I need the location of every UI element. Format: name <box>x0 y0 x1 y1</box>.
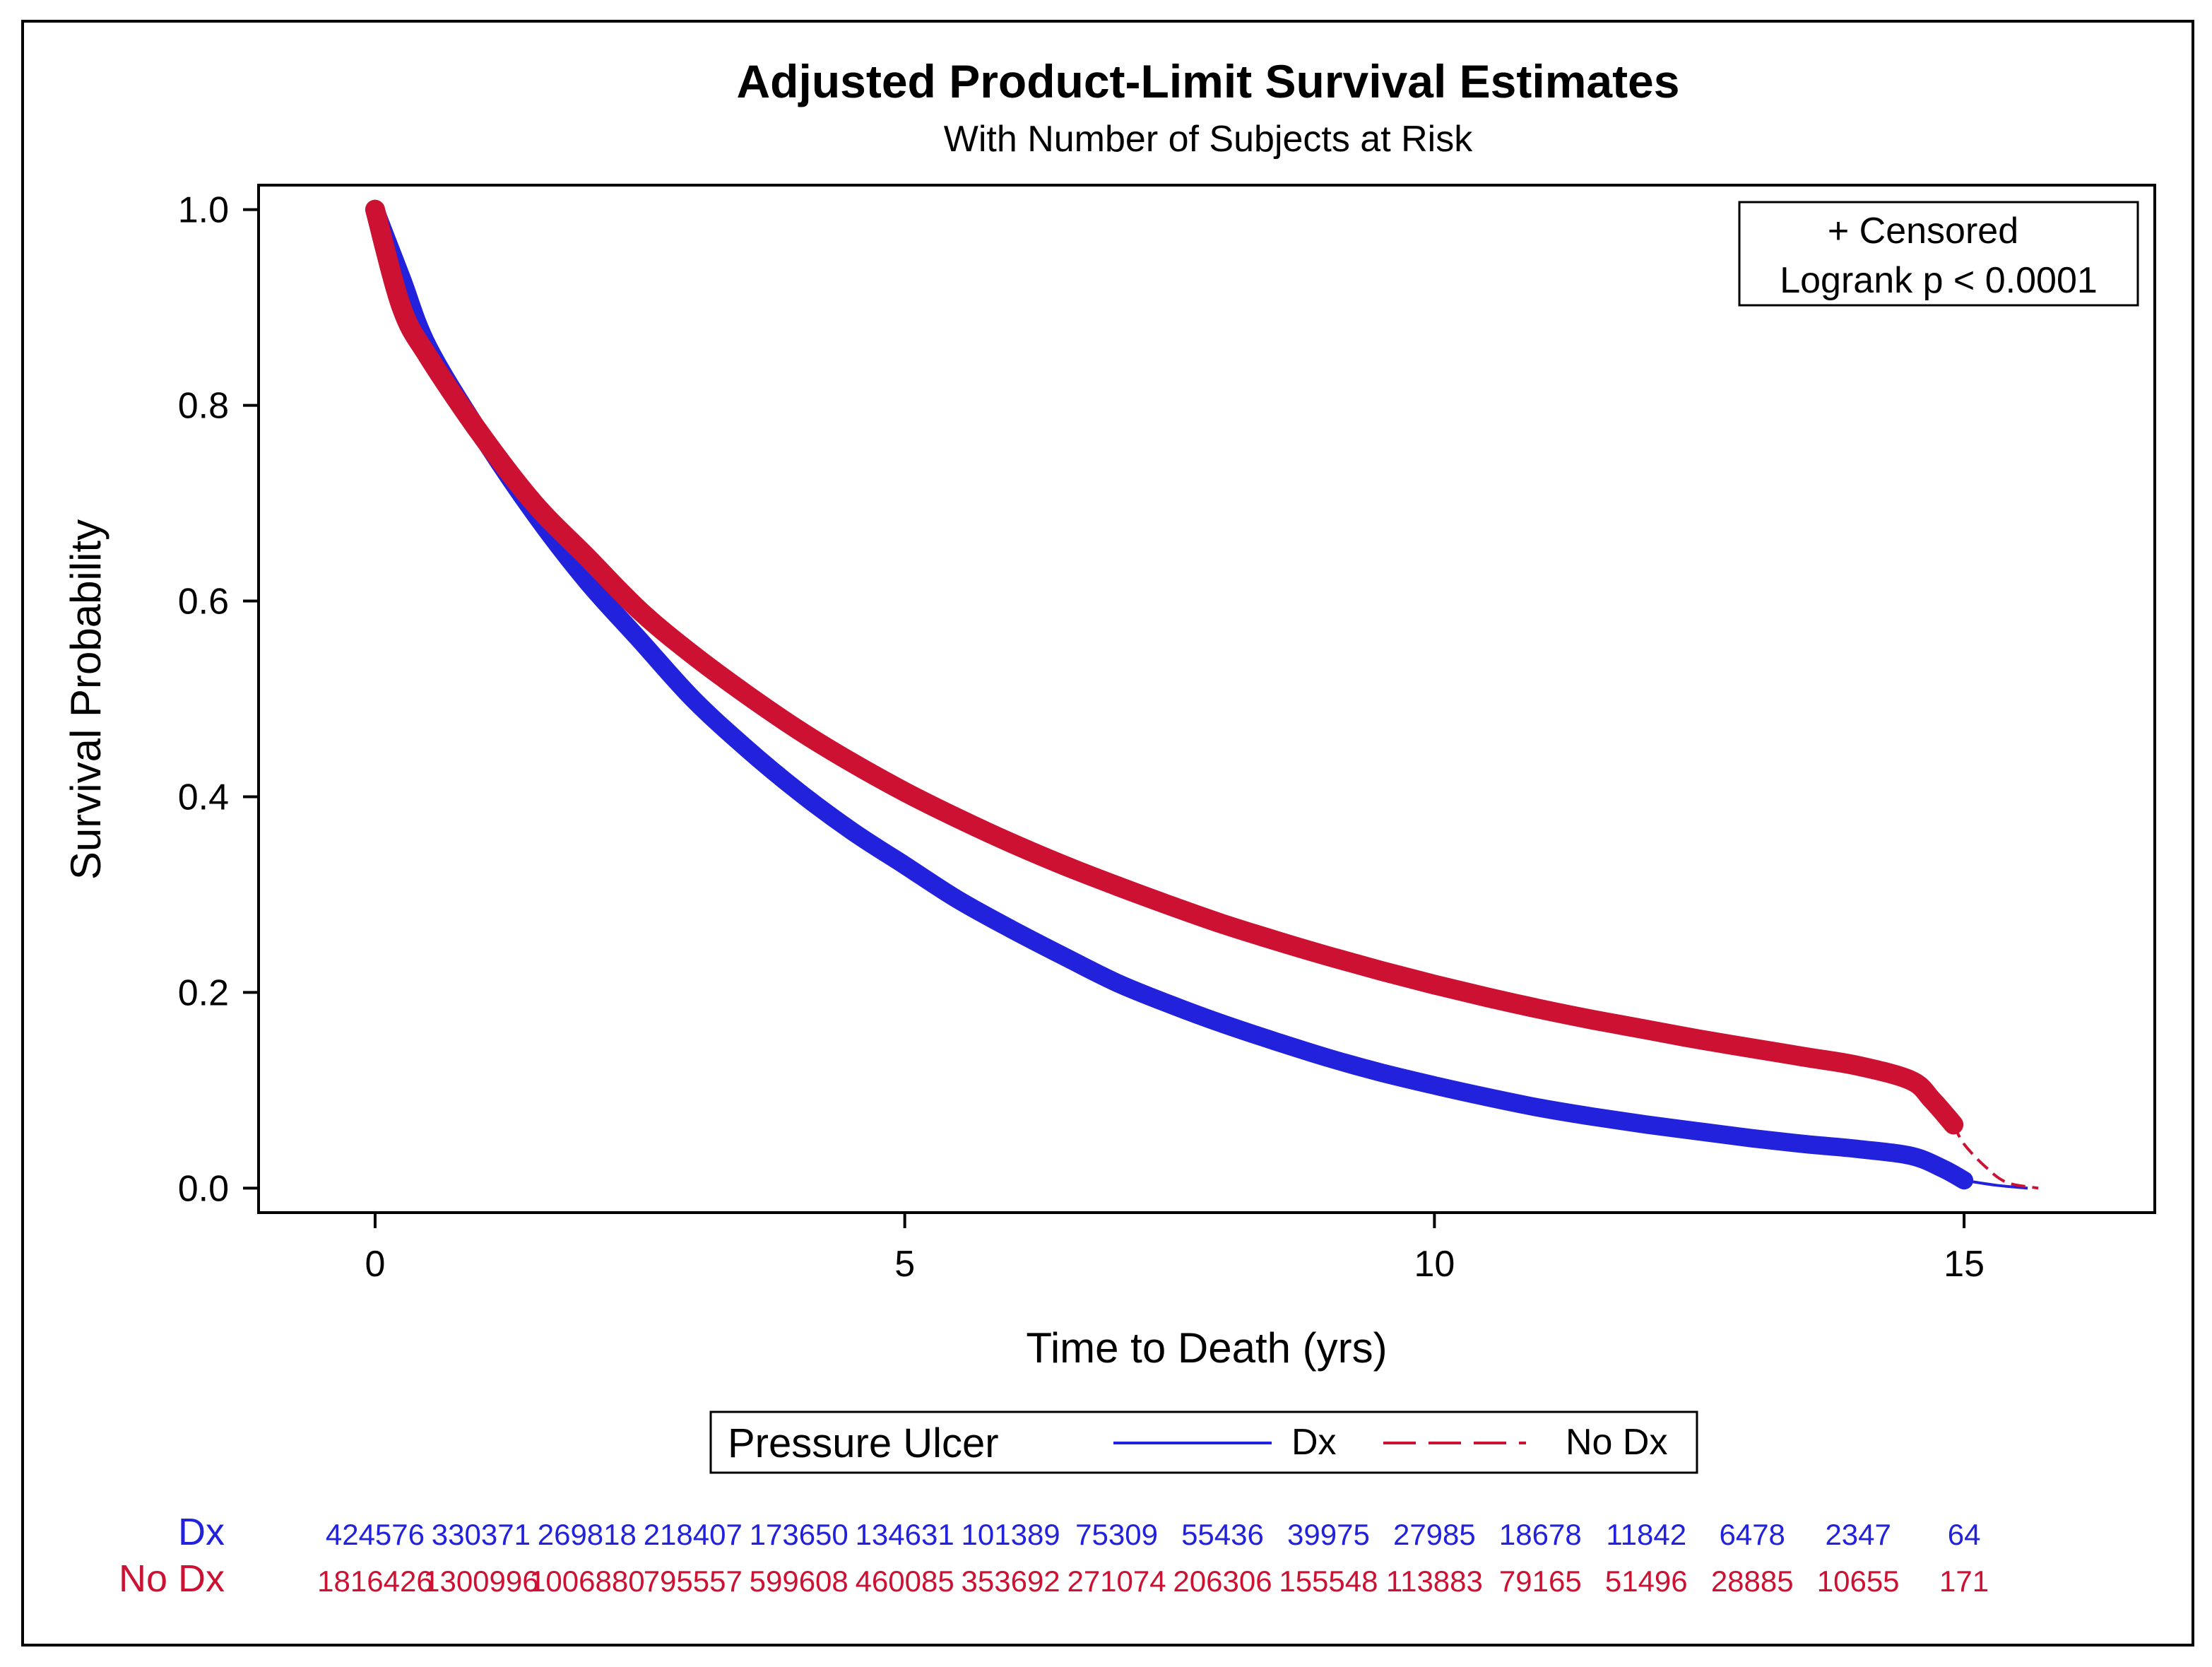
series-no-dx-line <box>365 199 1964 1135</box>
at-risk-value: 10655 <box>1817 1565 1900 1598</box>
x-tick-label: 0 <box>365 1244 385 1285</box>
at-risk-value: 113883 <box>1386 1565 1483 1598</box>
at-risk-value: 218407 <box>644 1518 743 1551</box>
at-risk-value: 39975 <box>1287 1518 1370 1551</box>
at-risk-value: 173650 <box>750 1518 848 1551</box>
inset-logrank: Logrank p < 0.0001 <box>1780 260 2098 301</box>
at-risk-value: 795557 <box>644 1565 743 1598</box>
at-risk-value: 27985 <box>1393 1518 1476 1551</box>
x-tick-label: 10 <box>1414 1244 1455 1285</box>
at-risk-value: 51496 <box>1605 1565 1688 1598</box>
y-tick-label: 0.8 <box>178 386 229 427</box>
y-axis: 0.0 0.2 0.4 0.6 0.8 1.0 <box>178 190 259 1209</box>
at-risk-value: 424576 <box>326 1518 425 1551</box>
at-risk-value: 1300996 <box>423 1565 539 1598</box>
x-axis: 0 5 10 15 <box>365 1213 1985 1285</box>
at-risk-row-label: No Dx <box>119 1557 225 1600</box>
y-axis-label: Survival Probability <box>62 519 110 880</box>
at-risk-value: 75309 <box>1075 1518 1158 1551</box>
at-risk-value: 6478 <box>1719 1518 1785 1551</box>
at-risk-value: 64 <box>1948 1518 1981 1551</box>
at-risk-value: 79165 <box>1499 1565 1582 1598</box>
chart-title: Adjusted Product-Limit Survival Estimate… <box>737 55 1680 107</box>
at-risk-value: 1006880 <box>529 1565 645 1598</box>
at-risk-value: 599608 <box>750 1565 848 1598</box>
at-risk-value: 155548 <box>1279 1565 1378 1598</box>
at-risk-row-label: Dx <box>178 1511 225 1553</box>
x-tick-label: 15 <box>1944 1244 1985 1285</box>
series-layer <box>365 199 2039 1190</box>
series-dx-tail <box>1963 1179 2028 1190</box>
chart-subtitle: With Number of Subjects at Risk <box>944 119 1473 160</box>
at-risk-value: 269818 <box>538 1518 637 1551</box>
x-tick-label: 5 <box>894 1244 915 1285</box>
at-risk-value: 460085 <box>856 1565 954 1598</box>
inset-frame <box>1738 201 2139 307</box>
legend-nodx-label: No Dx <box>1566 1422 1667 1463</box>
series-no-dx-tail <box>1952 1124 2039 1190</box>
y-tick-label: 0.6 <box>178 582 229 623</box>
legend-frame <box>709 1410 1698 1474</box>
at-risk-value: 18678 <box>1499 1518 1582 1551</box>
at-risk-value: 271074 <box>1067 1565 1166 1598</box>
y-tick-label: 0.2 <box>178 972 229 1013</box>
y-tick-label: 0.4 <box>178 777 229 818</box>
at-risk-value: 55436 <box>1181 1518 1264 1551</box>
legend-dx-label: Dx <box>1291 1422 1337 1463</box>
at-risk-value: 28885 <box>1711 1565 1794 1598</box>
at-risk-value: 134631 <box>856 1518 954 1551</box>
at-risk-value: 330371 <box>432 1518 531 1551</box>
inset-box: + Censored Logrank p < 0.0001 <box>1738 201 2139 307</box>
at-risk-value: 353692 <box>962 1565 1060 1598</box>
inset-censored: + Censored <box>1828 211 2018 252</box>
y-tick-label: 0.0 <box>178 1168 229 1209</box>
at-risk-value: 101389 <box>962 1518 1060 1551</box>
at-risk-value: 206306 <box>1173 1565 1272 1598</box>
at-risk-value: 171 <box>1939 1565 1989 1598</box>
plot-area <box>257 184 2156 1214</box>
legend: Pressure Ulcer Dx No Dx <box>709 1410 1698 1474</box>
series-dx-line <box>365 200 1974 1190</box>
x-axis-label: Time to Death (yrs) <box>1026 1324 1387 1372</box>
legend-title: Pressure Ulcer <box>728 1420 999 1466</box>
at-risk-value: 11842 <box>1606 1518 1686 1551</box>
at-risk-value: 2347 <box>1825 1518 1891 1551</box>
at-risk-table: Dx 424576 330371 269818 218407 173650 134631 10… <box>119 1511 1989 1600</box>
at-risk-value: 1816426 <box>317 1565 433 1598</box>
y-tick-label: 1.0 <box>178 190 229 231</box>
